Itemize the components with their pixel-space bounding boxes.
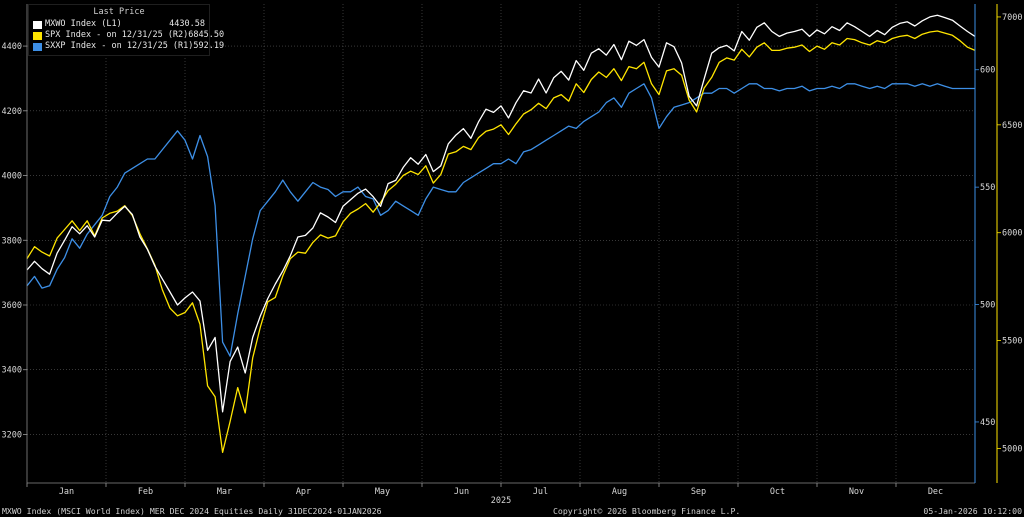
footer-description: MXWO Index (MSCI World Index) MER DEC 20…	[2, 506, 382, 516]
x-tick-label: Jun	[454, 487, 469, 497]
x-year-label: 2025	[491, 496, 511, 506]
series-line-mxwo-index	[26, 14, 976, 413]
series-line-spx-index	[26, 30, 976, 454]
x-tick-label: Aug	[612, 487, 627, 497]
x-tick-label: Nov	[849, 487, 864, 497]
legend-item-spx: SPX Index - on 12/31/25 (R2) 6845.50	[33, 30, 224, 41]
legend-value-spx: 6845.50	[188, 30, 225, 40]
legend: Last Price MXWO Index (L1) 4430.58 SPX I…	[28, 4, 224, 56]
x-tick-label: Dec	[928, 487, 943, 497]
gridlines	[27, 4, 975, 483]
right-spx-tick-label: 5000	[1002, 444, 1022, 454]
legend-label-mxwo: MXWO Index (L1)	[45, 19, 122, 29]
legend-item-sxxp: SXXP Index - on 12/31/25 (R1) 592.19	[33, 41, 224, 52]
left-tick-label: 4200	[2, 107, 22, 117]
x-tick-label: Jul	[533, 487, 548, 497]
x-tick-label: Sep	[691, 487, 706, 497]
legend-swatch-spx	[33, 31, 42, 40]
left-tick-label: 4400	[2, 42, 22, 52]
legend-header: Last Price	[93, 7, 145, 17]
left-tick-label: 3800	[2, 236, 22, 246]
legend-swatch-mxwo	[33, 20, 42, 29]
legend-label-spx: SPX Index - on 12/31/25 (R2)	[45, 30, 189, 40]
right-sxxp-tick-label: 450	[980, 418, 995, 428]
left-tick-label: 3400	[2, 366, 22, 376]
x-tick-label: May	[375, 487, 390, 497]
x-tick-label: Feb	[138, 487, 153, 497]
x-tick-label: Jan	[59, 487, 74, 497]
right-spx-tick-label: 6500	[1002, 121, 1022, 131]
right-sxxp-tick-label: 550	[980, 183, 995, 193]
footer-copyright: Copyright© 2026 Bloomberg Finance L.P.	[553, 506, 741, 516]
footer-timestamp: 05-Jan-2026 10:12:00	[923, 506, 1022, 516]
series-layer	[26, 14, 976, 454]
right-sxxp-tick-label: 500	[980, 301, 995, 311]
left-tick-label: 3200	[2, 430, 22, 440]
right-sxxp-tick-label: 600	[980, 66, 995, 76]
legend-value-sxxp: 592.19	[193, 41, 225, 51]
legend-label-sxxp: SXXP Index - on 12/31/25 (R1)	[45, 41, 194, 51]
legend-swatch-sxxp	[33, 42, 42, 51]
x-tick-label: Mar	[217, 487, 232, 497]
series-line-sxxp-index	[26, 83, 975, 357]
x-tick-label: Apr	[296, 487, 311, 497]
right-spx-tick-label: 5500	[1002, 337, 1022, 347]
legend-item-mxwo: MXWO Index (L1) 4430.58	[33, 19, 205, 30]
right-spx-tick-label: 7000	[1002, 13, 1022, 23]
left-tick-label: 3600	[2, 301, 22, 311]
x-tick-label: Oct	[770, 487, 785, 497]
left-tick-label: 4000	[2, 172, 22, 182]
axes: 3200 3400 3600 3800 4000 4200 4400 450 500 550 600…	[2, 4, 1022, 506]
right-spx-tick-label: 6000	[1002, 229, 1022, 239]
legend-value-mxwo: 4430.58	[169, 19, 205, 29]
